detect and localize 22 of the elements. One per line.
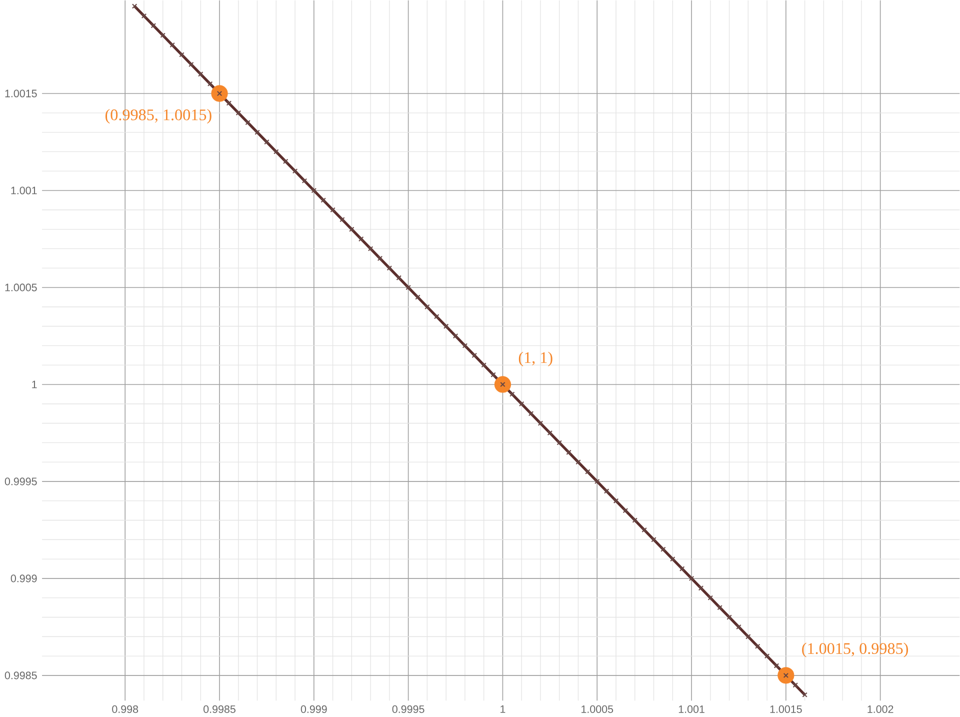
x-tick-label: 0.9995 <box>392 705 424 713</box>
y-tick-label: 1.0005 <box>5 283 37 292</box>
x-tick-label: 0.999 <box>300 705 327 713</box>
point <box>778 666 794 684</box>
x-tick-label: 1.0005 <box>582 705 614 713</box>
annotation: (1, 1) <box>518 351 552 366</box>
y-tick-label: 1.001 <box>11 186 37 194</box>
y-tick-label: 0.9985 <box>4 671 37 680</box>
y-tick-label: 1.0015 <box>5 89 37 98</box>
annotation: (1.0015, 0.9985) <box>802 642 908 658</box>
x-tick-label: 1.001 <box>678 705 704 713</box>
x-tick-label: 0.998 <box>112 705 138 713</box>
x-tick-label: 1.0015 <box>770 705 802 713</box>
point <box>211 84 228 102</box>
y-tick-label: 0.999 <box>10 574 37 582</box>
x-tick-label: 1.002 <box>868 705 894 713</box>
point <box>494 376 512 393</box>
x-tick-label: 1 <box>500 705 506 713</box>
y-tick-label: 0.9995 <box>4 477 37 486</box>
x-tick-label: 0.9985 <box>204 705 236 713</box>
y-tick-label: 1 <box>32 380 37 388</box>
annotation: (0.9985, 1.0015) <box>105 108 212 124</box>
